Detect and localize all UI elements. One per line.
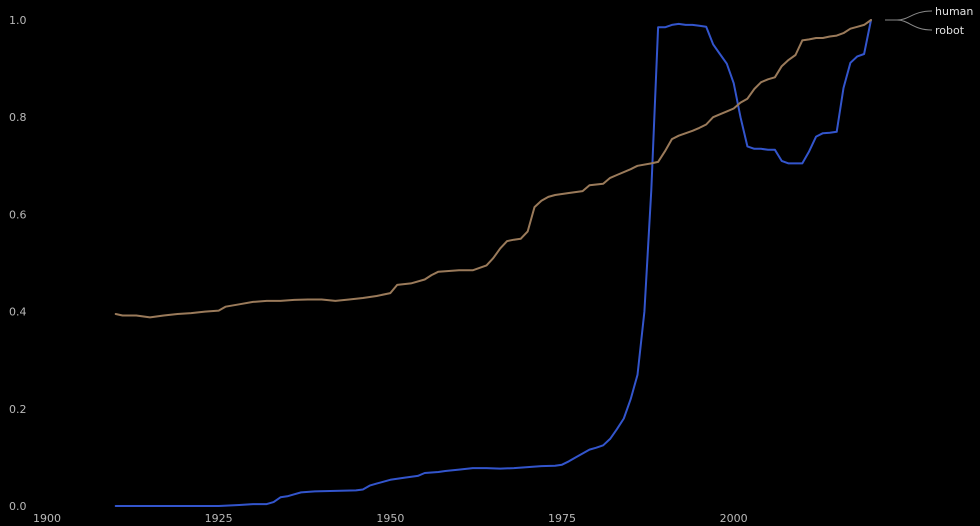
y-tick-label: 0.0 xyxy=(9,500,27,513)
x-tick-label: 2000 xyxy=(720,512,748,525)
y-tick-label: 0.6 xyxy=(9,208,27,221)
x-tick-label: 1950 xyxy=(376,512,404,525)
legend-connector-robot xyxy=(885,19,933,31)
series-line-robot xyxy=(114,19,872,319)
y-axis-ticks: 0.0 0.2 0.4 0.6 0.8 1.0 xyxy=(9,14,27,513)
legend-label-human: human xyxy=(935,5,973,18)
x-axis-ticks: 1900 1925 1950 1975 2000 xyxy=(33,512,748,525)
series-lines xyxy=(114,19,872,507)
x-tick-label: 1925 xyxy=(205,512,233,525)
series-line-human xyxy=(114,19,872,507)
y-tick-label: 0.8 xyxy=(9,111,27,124)
y-tick-label: 0.4 xyxy=(9,306,27,319)
x-tick-label: 1975 xyxy=(548,512,576,525)
legend-label-robot: robot xyxy=(935,24,965,37)
x-tick-label: 1900 xyxy=(33,512,61,525)
y-tick-label: 0.2 xyxy=(9,403,27,416)
legend: human robot xyxy=(885,5,973,37)
legend-connector-human xyxy=(885,10,933,21)
y-tick-label: 1.0 xyxy=(9,14,27,27)
